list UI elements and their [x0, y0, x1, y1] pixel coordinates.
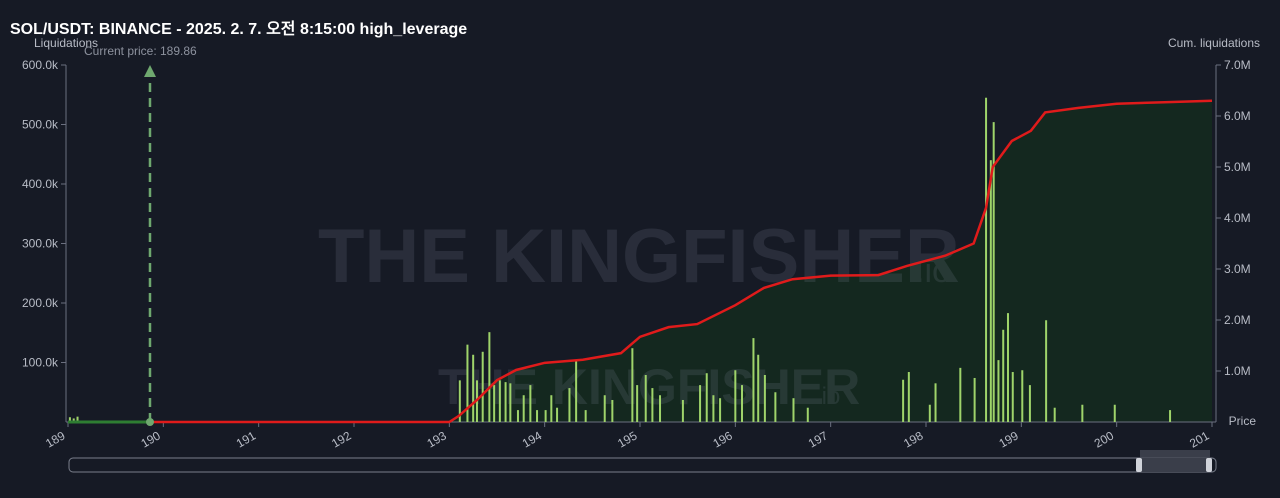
bar: [458, 380, 461, 422]
bar: [973, 377, 976, 422]
bar: [1028, 385, 1031, 422]
bar: [752, 338, 755, 422]
bar: [806, 407, 809, 422]
bar: [636, 385, 639, 422]
bar: [1006, 313, 1009, 422]
bar: [997, 360, 1000, 422]
bar: [509, 383, 512, 422]
y-axis-title: Liquidations: [34, 36, 98, 50]
bar: [705, 373, 708, 422]
cum-area: [149, 100, 1212, 422]
bar: [959, 367, 962, 422]
bar: [568, 388, 571, 422]
current-price-label: Current price: 189.86: [84, 44, 197, 58]
bar: [575, 360, 578, 422]
y-tick-label: 500.0k: [22, 118, 59, 132]
bar: [522, 395, 525, 422]
bar: [757, 354, 760, 422]
scroll-grip[interactable]: [1140, 450, 1210, 457]
bar: [603, 395, 606, 422]
bar: [644, 374, 647, 422]
bar: [902, 379, 905, 422]
bar: [631, 348, 634, 422]
current-price-arrow: [143, 65, 156, 77]
bar: [1045, 320, 1048, 422]
bar: [584, 410, 587, 422]
y2-tick-label: 3.0M: [1224, 262, 1251, 276]
bar: [481, 351, 484, 422]
cum-line: [149, 99, 1213, 424]
bar: [907, 372, 910, 422]
bar: [934, 383, 937, 422]
bar: [763, 374, 766, 422]
y-tick-label: 600.0k: [22, 58, 59, 72]
watermark-text: THE KINGFISHER: [318, 214, 960, 299]
bar: [466, 344, 469, 422]
y-tick-label: 100.0k: [22, 356, 59, 370]
bar: [76, 416, 79, 422]
scroll-thumb[interactable]: [1140, 458, 1210, 472]
bar: [550, 395, 553, 422]
current-price-dot: [145, 418, 154, 426]
bar: [1169, 410, 1172, 422]
watermark-text: THE KINGFISHER: [438, 359, 860, 415]
bar: [536, 410, 539, 422]
scroll-handle[interactable]: [1206, 458, 1212, 472]
bar: [774, 392, 777, 422]
scrollbar[interactable]: [68, 450, 1217, 473]
scroll-handle[interactable]: [1136, 458, 1142, 472]
bar: [792, 398, 795, 422]
bar: [1011, 372, 1014, 422]
bar: [68, 417, 71, 422]
bar: [493, 385, 496, 422]
y-tick-label: 200.0k: [22, 296, 59, 310]
bar: [928, 404, 931, 422]
bar: [719, 398, 722, 422]
y2-axis-title: Cum. liquidations: [1168, 36, 1260, 50]
bar: [516, 410, 519, 422]
y2-tick-label: 2.0M: [1224, 313, 1251, 327]
bar: [989, 160, 992, 422]
bar: [72, 418, 75, 422]
bar: [1002, 329, 1005, 422]
bar: [699, 385, 702, 422]
bar: [712, 395, 715, 422]
bar: [681, 399, 684, 422]
bar: [1021, 370, 1024, 422]
scroll-track[interactable]: [68, 457, 1217, 473]
y2-tick-label: 5.0M: [1224, 160, 1251, 174]
y-tick-label: 400.0k: [22, 177, 59, 191]
y2-tick-label: 4.0M: [1224, 211, 1251, 225]
y-tick-label: 300.0k: [22, 237, 59, 251]
x-axis-title: Price: [1229, 414, 1257, 428]
y2-tick-label: 7.0M: [1224, 58, 1251, 72]
y2-tick-label: 1.0M: [1224, 364, 1251, 378]
bar: [529, 385, 532, 422]
bar: [1053, 407, 1056, 422]
bar: [992, 122, 995, 423]
y2-tick-label: 6.0M: [1224, 109, 1251, 123]
bar: [556, 407, 559, 422]
bar: [498, 380, 501, 422]
bar: [504, 382, 507, 422]
bar: [1113, 404, 1116, 422]
watermark-suffix: .io: [815, 383, 840, 410]
bar: [611, 399, 614, 422]
bar: [651, 388, 654, 422]
bar: [741, 385, 744, 422]
bar: [1081, 404, 1084, 422]
bar: [488, 332, 491, 422]
bar: [659, 395, 662, 422]
bar: [734, 370, 737, 422]
chart-title: SOL/USDT: BINANCE - 2025. 2. 7. 오전 8:15:…: [10, 20, 467, 38]
bar: [472, 354, 475, 422]
bar: [544, 410, 547, 422]
watermark: THE KINGFISHER .io THE KINGFISHER .io: [318, 214, 960, 415]
bar: [985, 97, 988, 422]
